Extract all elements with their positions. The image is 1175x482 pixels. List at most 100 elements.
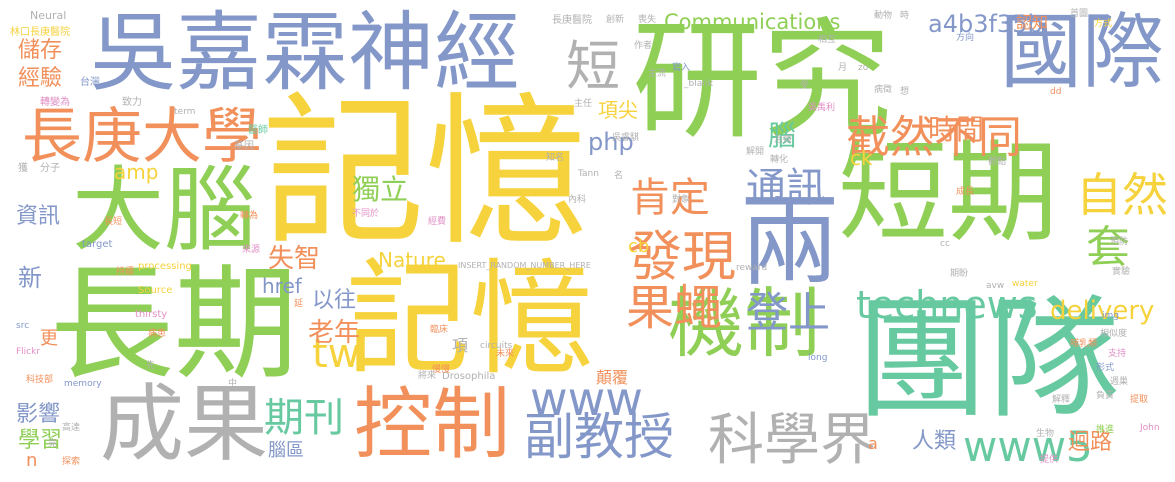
word: 主任 [574, 100, 592, 109]
word: 資訊 [16, 206, 60, 228]
word: 新 [18, 266, 42, 290]
word: 時間 [928, 116, 984, 144]
word: 成果 [100, 382, 268, 466]
word: long [808, 354, 827, 363]
word: 中 [228, 380, 237, 389]
word: 名 [614, 172, 623, 181]
word: 科技部 [26, 376, 53, 385]
word: _blank [684, 80, 713, 89]
word: Communications [664, 12, 840, 33]
word: 吳睿騏 [612, 134, 639, 143]
word: 提供 [1040, 456, 1058, 465]
word: 項 [452, 338, 468, 354]
word: 吳嘉霖神經 [90, 10, 520, 96]
word: technews [856, 286, 1038, 324]
word: 病徵 [874, 86, 892, 95]
word: 短 [566, 40, 620, 94]
word: John [1140, 424, 1160, 433]
word: 負責 [1096, 392, 1114, 401]
word: 迴路 [1068, 432, 1112, 454]
word: zo [858, 64, 868, 73]
word: 解開 [746, 148, 764, 157]
word: a [868, 436, 878, 452]
word: 想 [900, 88, 909, 97]
word: 經費 [428, 218, 446, 227]
word: href [262, 276, 302, 296]
word: img [1102, 312, 1119, 321]
word: thirsty [135, 310, 167, 320]
word: processing [138, 262, 192, 272]
word: 支持 [1108, 350, 1126, 359]
word: dd [1050, 88, 1061, 97]
word: 經驗 [18, 68, 62, 90]
word: amp [114, 162, 158, 182]
word: 控制 [354, 386, 510, 464]
word: 果蠅 [626, 284, 722, 332]
word: Neural [30, 10, 66, 21]
word: 轉變為 [40, 98, 70, 108]
word: 期刊 [264, 398, 344, 438]
word: 形式 [1096, 364, 1114, 373]
word: 知名 [546, 154, 564, 163]
word: 首圖 [1070, 10, 1088, 19]
word: 病患 [148, 330, 166, 339]
word: 長期 [50, 263, 298, 387]
word: 先 [146, 362, 155, 371]
word: 來源 [242, 246, 260, 255]
word: 儲存 [18, 40, 62, 62]
word: 臨床 [430, 326, 448, 335]
word: 持續 [116, 268, 134, 277]
word: 顛覆 [596, 370, 628, 386]
word: 肯定 [630, 178, 710, 218]
word: 提取 [1130, 396, 1148, 405]
word: 竟 [48, 440, 57, 449]
word: water [1012, 280, 1038, 289]
word: 記憶 [262, 92, 588, 255]
word: 實驗 [1112, 268, 1130, 277]
word: avw [986, 282, 1004, 291]
word: 喪失 [638, 16, 656, 25]
word: 轉為 [240, 212, 258, 221]
word: 認知 [1016, 15, 1048, 31]
word: 週巢 [1110, 378, 1128, 387]
word: 相似度 [1100, 330, 1127, 339]
word: 將來 [418, 372, 436, 381]
word: 對象 [672, 196, 690, 205]
word: Flickr [16, 348, 40, 357]
word: 科學界 [708, 413, 876, 469]
word: 延 [294, 300, 303, 309]
word: 通訊 [746, 168, 826, 208]
word: 長短 [104, 218, 122, 227]
word: 自然 [1076, 172, 1168, 218]
word: 哺乳類 [1070, 340, 1097, 349]
word: n [26, 452, 37, 470]
word: 生物 [1036, 430, 1054, 439]
word: 獨立 [352, 176, 408, 204]
word: cb [628, 238, 649, 256]
word: 失智 [268, 246, 320, 272]
word: term [174, 108, 195, 117]
word: 觀點 [988, 158, 1006, 167]
word: 套 [1086, 226, 1130, 270]
word: 月 [838, 64, 847, 73]
word: Tann [578, 170, 599, 179]
word: 分子 [40, 164, 60, 174]
word: 影響 [16, 404, 60, 426]
word: 治療 [774, 136, 792, 145]
word: 主流 [648, 70, 666, 79]
word: 時 [900, 12, 909, 21]
word: 動物 [874, 12, 892, 21]
word: 長庚醫院 [552, 16, 592, 26]
word: 期盼 [950, 270, 968, 279]
word: 獲 [18, 164, 28, 174]
word: ck [850, 148, 873, 168]
word: 基因 [234, 142, 254, 152]
word: 轉化 [770, 156, 788, 165]
word: 長庚大學 [22, 107, 262, 167]
word: target [82, 240, 112, 250]
word: 高達 [62, 424, 80, 433]
word: 以往 [312, 290, 356, 312]
word: 作者 [634, 42, 652, 51]
word: 老年 [308, 320, 360, 346]
